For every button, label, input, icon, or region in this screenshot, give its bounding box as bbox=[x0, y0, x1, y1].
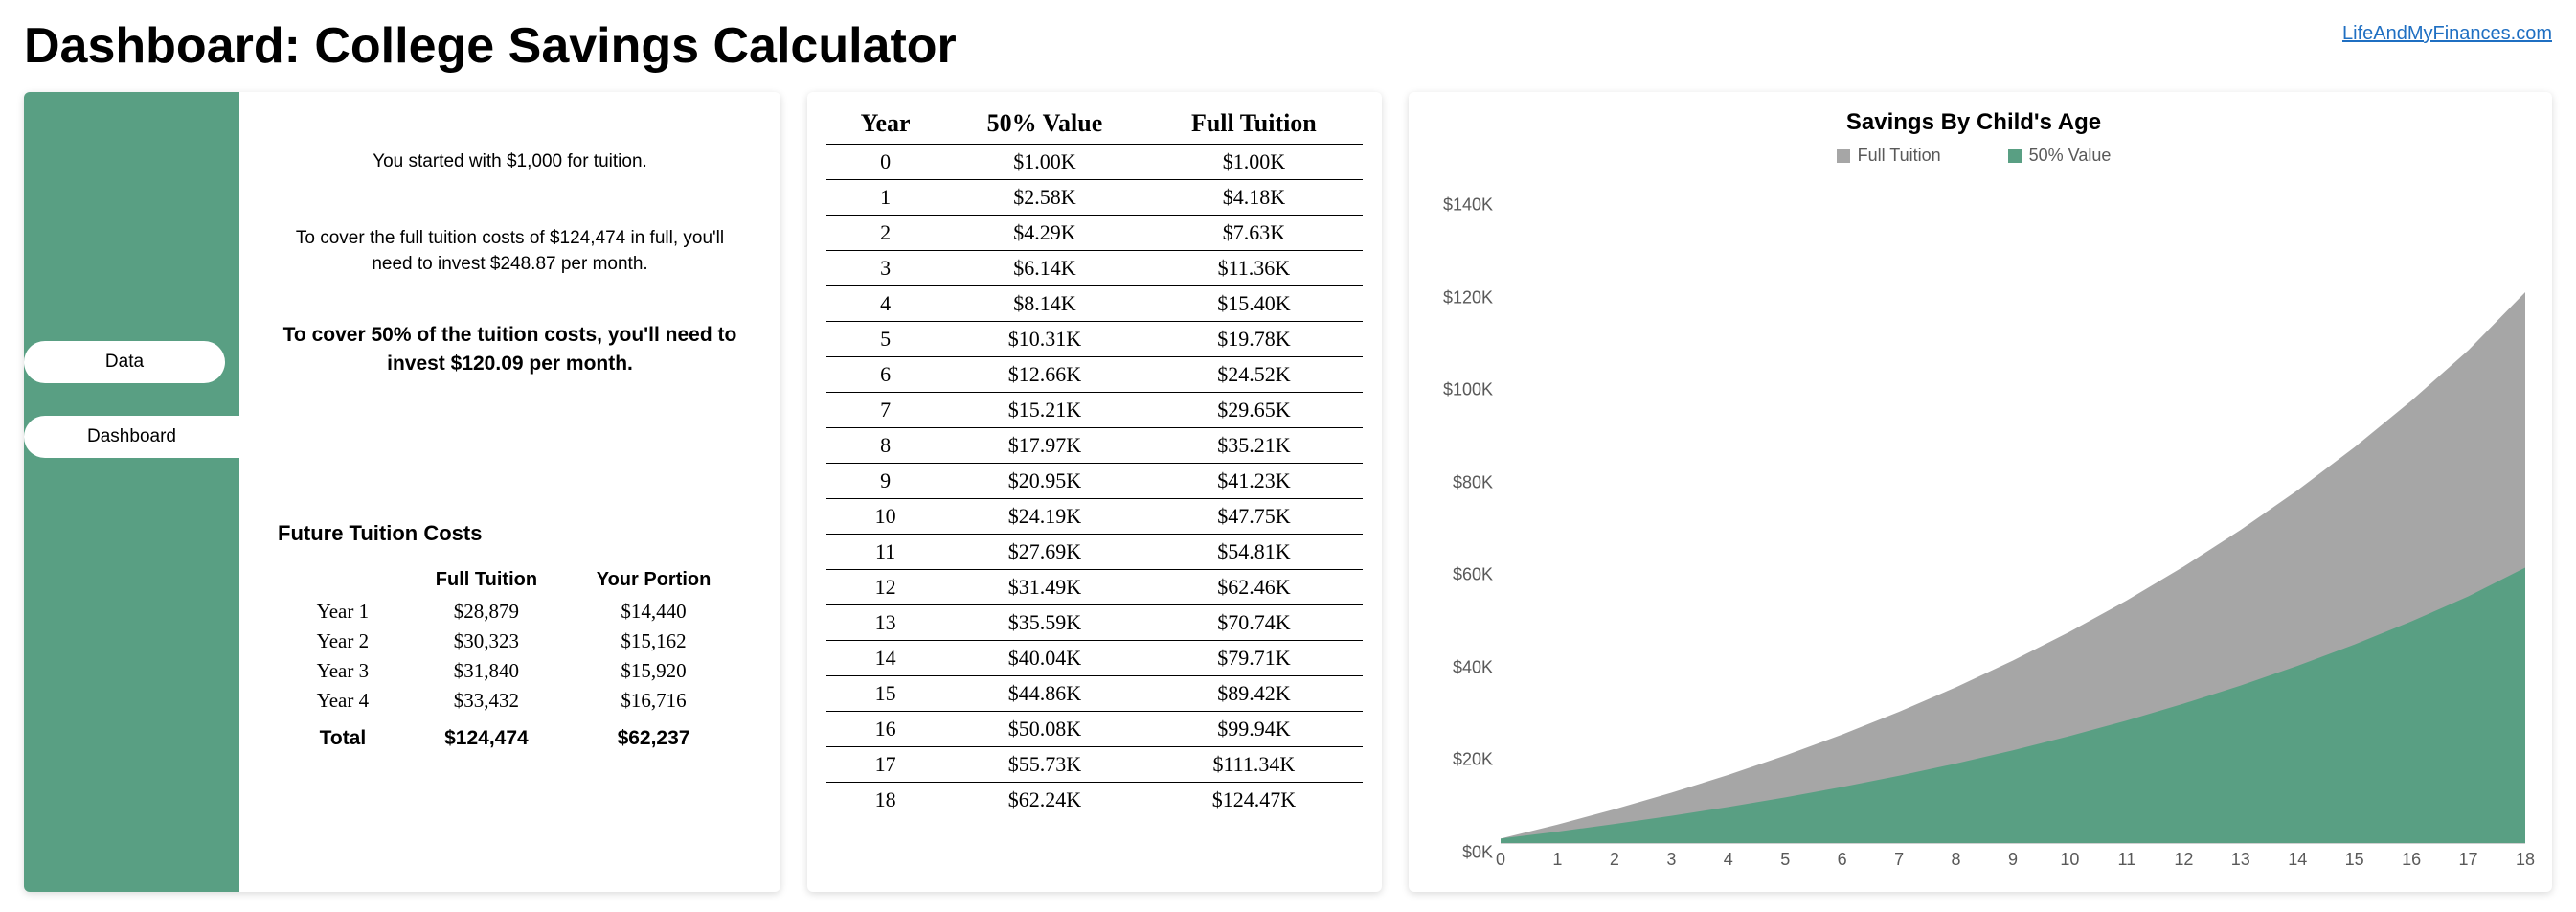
y-tick-label: $0K bbox=[1462, 843, 1493, 863]
x-tick-label: 13 bbox=[2231, 850, 2250, 870]
y-tick-label: $100K bbox=[1443, 380, 1493, 400]
table-row: 16$50.08K$99.94K bbox=[826, 712, 1363, 747]
x-tick-label: 16 bbox=[2402, 850, 2421, 870]
x-tick-label: 1 bbox=[1552, 850, 1562, 870]
table-row: Year 4$33,432$16,716 bbox=[278, 686, 742, 716]
future-col-header bbox=[278, 563, 408, 597]
x-tick-label: 12 bbox=[2174, 850, 2193, 870]
table-row: 14$40.04K$79.71K bbox=[826, 641, 1363, 676]
legend-label: Full Tuition bbox=[1858, 146, 1941, 166]
summary-panel: Data Dashboard You started with $1,000 fo… bbox=[24, 92, 780, 892]
x-tick-label: 2 bbox=[1610, 850, 1619, 870]
year-col-header: 50% Value bbox=[944, 105, 1145, 145]
table-row: 3$6.14K$11.36K bbox=[826, 251, 1363, 286]
chart-x-axis: 0123456789101112131415161718 bbox=[1501, 844, 2525, 873]
future-col-header: Your Portion bbox=[565, 563, 742, 597]
x-tick-label: 17 bbox=[2459, 850, 2478, 870]
legend-swatch bbox=[2008, 149, 2022, 163]
year-col-header: Year bbox=[826, 105, 944, 145]
table-row: 4$8.14K$15.40K bbox=[826, 286, 1363, 322]
year-breakdown-panel: Year50% ValueFull Tuition 0$1.00K$1.00K1… bbox=[807, 92, 1382, 892]
sidebar: Data Dashboard bbox=[24, 92, 239, 892]
table-row: 10$24.19K$47.75K bbox=[826, 499, 1363, 535]
table-row: 18$62.24K$124.47K bbox=[826, 783, 1363, 818]
table-row: 9$20.95K$41.23K bbox=[826, 464, 1363, 499]
x-tick-label: 4 bbox=[1724, 850, 1733, 870]
table-row: 11$27.69K$54.81K bbox=[826, 535, 1363, 570]
x-tick-label: 18 bbox=[2516, 850, 2535, 870]
table-row: 8$17.97K$35.21K bbox=[826, 428, 1363, 464]
table-row: 0$1.00K$1.00K bbox=[826, 145, 1363, 180]
y-tick-label: $60K bbox=[1453, 565, 1493, 585]
table-row: 13$35.59K$70.74K bbox=[826, 605, 1363, 641]
y-tick-label: $120K bbox=[1443, 287, 1493, 308]
x-tick-label: 14 bbox=[2288, 850, 2307, 870]
sidebar-item-data[interactable]: Data bbox=[24, 341, 225, 383]
table-row: 2$4.29K$7.63K bbox=[826, 216, 1363, 251]
future-costs-title: Future Tuition Costs bbox=[278, 521, 742, 546]
table-row: 1$2.58K$4.18K bbox=[826, 180, 1363, 216]
legend-label: 50% Value bbox=[2029, 146, 2112, 166]
chart-panel: Savings By Child's Age Full Tuition 50% V… bbox=[1409, 92, 2552, 892]
x-tick-label: 6 bbox=[1838, 850, 1847, 870]
legend-swatch bbox=[1837, 149, 1850, 163]
y-tick-label: $40K bbox=[1453, 657, 1493, 677]
table-row: Year 2$30,323$15,162 bbox=[278, 627, 742, 656]
summary-line-portion: To cover 50% of the tuition costs, you'l… bbox=[278, 321, 742, 377]
legend-item: 50% Value bbox=[2008, 146, 2112, 166]
x-tick-label: 11 bbox=[2118, 850, 2136, 870]
table-row: Year 3$31,840$15,920 bbox=[278, 656, 742, 686]
year-breakdown-table: Year50% ValueFull Tuition 0$1.00K$1.00K1… bbox=[826, 105, 1363, 817]
y-tick-label: $20K bbox=[1453, 750, 1493, 770]
table-row: 6$12.66K$24.52K bbox=[826, 357, 1363, 393]
x-tick-label: 10 bbox=[2060, 850, 2079, 870]
x-tick-label: 0 bbox=[1496, 850, 1505, 870]
x-tick-label: 9 bbox=[2008, 850, 2018, 870]
sidebar-item-dashboard[interactable]: Dashboard bbox=[24, 416, 239, 458]
future-col-header: Full Tuition bbox=[408, 563, 565, 597]
summary-line-full: To cover the full tuition costs of $124,… bbox=[278, 226, 742, 277]
x-tick-label: 5 bbox=[1780, 850, 1790, 870]
table-row: 7$15.21K$29.65K bbox=[826, 393, 1363, 428]
future-costs-table: Full TuitionYour Portion Year 1$28,879$1… bbox=[278, 563, 742, 753]
table-row: 15$44.86K$89.42K bbox=[826, 676, 1363, 712]
table-row: 5$10.31K$19.78K bbox=[826, 322, 1363, 357]
x-tick-label: 7 bbox=[1894, 850, 1904, 870]
legend-item: Full Tuition bbox=[1837, 146, 1941, 166]
summary-line-start: You started with $1,000 for tuition. bbox=[278, 151, 742, 172]
table-row: 12$31.49K$62.46K bbox=[826, 570, 1363, 605]
page-title: Dashboard: College Savings Calculator bbox=[24, 17, 957, 92]
x-tick-label: 8 bbox=[1952, 850, 1961, 870]
chart-legend: Full Tuition 50% Value bbox=[1422, 146, 2525, 166]
y-tick-label: $140K bbox=[1443, 195, 1493, 216]
x-tick-label: 3 bbox=[1666, 850, 1676, 870]
chart-y-axis: $0K $20K $40K $60K $80K $100K $120K $140K bbox=[1422, 179, 1501, 873]
table-row: Year 1$28,879$14,440 bbox=[278, 597, 742, 627]
table-row: 17$55.73K$111.34K bbox=[826, 747, 1363, 783]
chart-title: Savings By Child's Age bbox=[1422, 109, 2525, 136]
future-total-row: Total$124,474$62,237 bbox=[278, 716, 742, 753]
chart-plot bbox=[1501, 179, 2525, 844]
site-link[interactable]: LifeAndMyFinances.com bbox=[2342, 23, 2552, 45]
x-tick-label: 15 bbox=[2345, 850, 2364, 870]
y-tick-label: $80K bbox=[1453, 472, 1493, 492]
year-col-header: Full Tuition bbox=[1145, 105, 1363, 145]
